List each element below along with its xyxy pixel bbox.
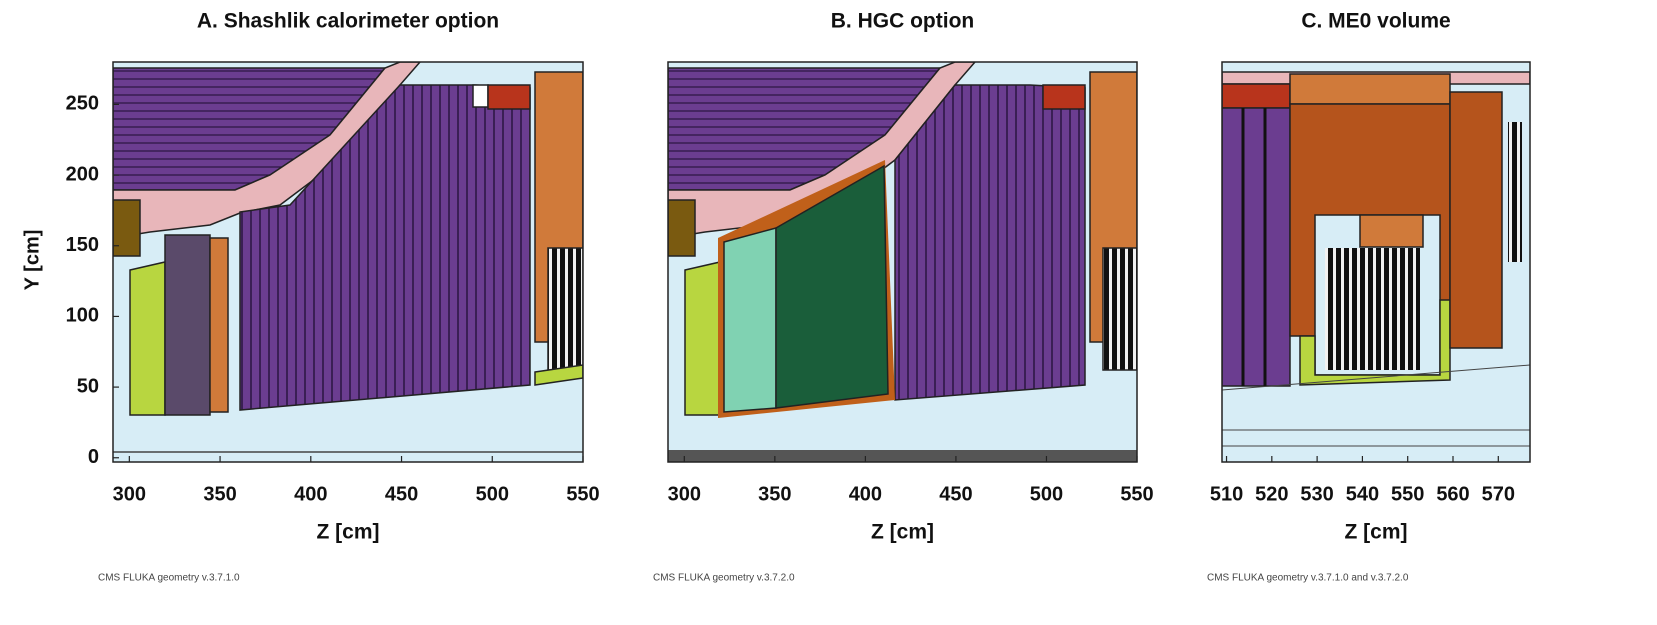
hgc-front — [724, 228, 776, 412]
black-stripes — [1103, 248, 1137, 370]
gap — [473, 85, 488, 107]
x-tick-label: 570 — [1482, 483, 1515, 505]
x-tick-label: 540 — [1346, 483, 1379, 505]
geometry-a — [113, 62, 583, 462]
x-tick-label: 450 — [939, 483, 972, 505]
x-tick-label: 500 — [476, 483, 509, 505]
y-tick-label: 0 — [88, 446, 99, 468]
x-tick-label: 520 — [1255, 483, 1288, 505]
black-stripes — [1325, 248, 1420, 370]
footnote: CMS FLUKA geometry v.3.7.1.0 — [98, 573, 240, 584]
y-tick-label: 200 — [66, 163, 99, 185]
x-tick-label: 560 — [1436, 483, 1469, 505]
red-block — [1043, 85, 1085, 109]
y-tick-label: 100 — [66, 305, 99, 327]
x-tick-label: 400 — [849, 483, 882, 505]
x-tick-label: 500 — [1030, 483, 1063, 505]
x-tick-label: 530 — [1300, 483, 1333, 505]
brown-block — [668, 200, 695, 256]
y-tick-label: 250 — [66, 93, 99, 115]
orange-tab — [1360, 215, 1423, 247]
orange-top — [1290, 74, 1450, 104]
endcap-region — [895, 85, 1085, 400]
x-tick-label: 450 — [385, 483, 418, 505]
red-block — [488, 85, 530, 109]
figure: A. Shashlik calorimeter option 300 350 400 4… — [0, 0, 1657, 620]
x-axis-label: Z [cm] — [1345, 521, 1408, 544]
black-stripes — [548, 248, 583, 370]
panel-title: A. Shashlik calorimeter option — [197, 10, 499, 33]
x-tick-label: 510 — [1210, 483, 1243, 505]
x-tick-label: 550 — [566, 483, 599, 505]
geometry-b — [668, 62, 1137, 462]
x-tick-label: 400 — [294, 483, 327, 505]
x-axis-label: Z [cm] — [317, 521, 380, 544]
purple-block — [1222, 108, 1290, 386]
panel-title: B. HGC option — [831, 10, 974, 33]
x-tick-label: 550 — [1391, 483, 1424, 505]
shashlik-stack — [165, 235, 210, 415]
x-tick-label: 350 — [203, 483, 236, 505]
bottom-band — [668, 450, 1137, 462]
y-axis-label: Y [cm] — [21, 230, 43, 291]
black-stripes-right — [1508, 122, 1522, 262]
x-tick-label: 350 — [758, 483, 791, 505]
lime-block — [130, 262, 165, 415]
x-tick-label: 300 — [113, 483, 146, 505]
x-tick-label: 550 — [1120, 483, 1153, 505]
brown-block — [113, 200, 140, 256]
footnote: CMS FLUKA geometry v.3.7.1.0 and v.3.7.2… — [1207, 573, 1409, 584]
x-tick-label: 300 — [668, 483, 701, 505]
x-axis-label: Z [cm] — [871, 521, 934, 544]
orange-layer — [210, 238, 228, 412]
red-block — [1222, 84, 1290, 108]
y-tick-label: 150 — [66, 234, 99, 256]
orange-right — [1450, 92, 1502, 348]
footnote: CMS FLUKA geometry v.3.7.2.0 — [653, 573, 795, 584]
panel-title: C. ME0 volume — [1301, 10, 1450, 33]
geometry-c — [1222, 62, 1530, 462]
lime-block — [685, 262, 720, 415]
y-tick-label: 50 — [77, 375, 99, 397]
